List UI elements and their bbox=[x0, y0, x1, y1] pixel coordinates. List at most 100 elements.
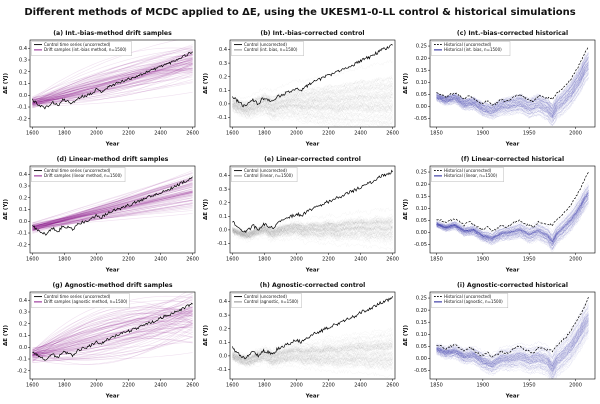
subplot-title: (h) Agnostic-corrected control bbox=[260, 282, 365, 289]
legend-label: Drift samples (int.-bias method, n=1500) bbox=[44, 47, 127, 52]
legend-label: Historical (int. bias, n=1500) bbox=[444, 47, 502, 52]
series-historical-uncorrected bbox=[436, 46, 589, 106]
legend: Historical (uncorrected)Historical (agno… bbox=[431, 293, 509, 309]
series-control-uncorrected bbox=[232, 296, 393, 360]
series-historical-uncorrected bbox=[436, 172, 589, 232]
svg-text:0.05: 0.05 bbox=[416, 92, 427, 98]
svg-text:2000: 2000 bbox=[90, 383, 103, 389]
svg-text:0.25: 0.25 bbox=[416, 44, 427, 50]
svg-text:2400: 2400 bbox=[354, 383, 367, 389]
y-axis-ticks: -0.1 0.0 0.1 0.2 0.3 0.4 bbox=[217, 299, 230, 373]
svg-text:2000: 2000 bbox=[290, 383, 303, 389]
subplot-title: (i) Agnostic-corrected historical bbox=[457, 282, 568, 289]
svg-text:0.20: 0.20 bbox=[416, 56, 427, 62]
svg-text:0.3: 0.3 bbox=[19, 58, 27, 64]
svg-text:0.3: 0.3 bbox=[219, 313, 227, 319]
svg-text:2000: 2000 bbox=[90, 131, 103, 137]
svg-text:2200: 2200 bbox=[122, 383, 135, 389]
svg-text:1850: 1850 bbox=[430, 257, 443, 263]
y-axis-ticks: -0.2 -0.1 0.0 0.1 0.2 0.3 0.4 bbox=[17, 46, 30, 122]
subplot-canvas: (f) Linear-corrected historical Year ΔE (Y… bbox=[403, 156, 596, 274]
svg-text:1600: 1600 bbox=[226, 383, 239, 389]
svg-text:0.4: 0.4 bbox=[219, 299, 227, 305]
svg-text:2600: 2600 bbox=[386, 257, 399, 263]
svg-text:0.2: 0.2 bbox=[219, 326, 227, 332]
x-axis-label: Year bbox=[505, 268, 520, 274]
y-axis-label: ΔE (YJ) bbox=[3, 73, 9, 94]
svg-text:-0.1: -0.1 bbox=[17, 105, 27, 111]
subplot-grid: (a) Int.-bias-method drift samples Year ΔE… bbox=[0, 26, 600, 404]
svg-text:-0.1: -0.1 bbox=[217, 115, 227, 121]
svg-text:0.1: 0.1 bbox=[219, 340, 227, 346]
svg-text:1800: 1800 bbox=[58, 257, 71, 263]
series-corrected-control bbox=[232, 207, 393, 251]
axes-frame bbox=[429, 291, 596, 380]
y-axis-label: ΔE (YJ) bbox=[403, 199, 409, 220]
x-axis-label: Year bbox=[305, 142, 320, 148]
legend-label: Drift samples (agnostic method, n=1500) bbox=[44, 299, 128, 304]
x-axis-ticks: 1600 1800 2000 2200 2400 2600 bbox=[226, 127, 399, 137]
legend-label: Control (linear, n=1500) bbox=[244, 173, 293, 178]
x-axis-ticks: 1600 1800 2000 2200 2400 2600 bbox=[26, 253, 199, 263]
legend-label: Control time series (uncorrected) bbox=[44, 294, 111, 299]
svg-text:0.4: 0.4 bbox=[219, 47, 227, 53]
svg-text:0.4: 0.4 bbox=[19, 172, 27, 178]
svg-text:-0.1: -0.1 bbox=[217, 241, 227, 247]
series-control-uncorrected bbox=[32, 176, 193, 236]
plot-area bbox=[436, 46, 589, 127]
svg-text:0.05: 0.05 bbox=[416, 344, 427, 350]
x-axis-label: Year bbox=[305, 268, 320, 274]
legend-label: Control (uncorrected) bbox=[244, 168, 287, 173]
series-control-uncorrected bbox=[232, 169, 393, 234]
legend-box bbox=[31, 167, 126, 183]
svg-text:0.00: 0.00 bbox=[416, 356, 427, 362]
y-axis-label: ΔE (YJ) bbox=[203, 325, 209, 346]
svg-text:-0.05: -0.05 bbox=[414, 368, 427, 374]
x-axis-ticks: 1600 1800 2000 2200 2400 2600 bbox=[26, 379, 199, 389]
svg-text:0.2: 0.2 bbox=[19, 195, 27, 201]
svg-text:2000: 2000 bbox=[569, 257, 582, 263]
svg-text:0.1: 0.1 bbox=[219, 88, 227, 94]
svg-text:0.2: 0.2 bbox=[219, 200, 227, 206]
svg-text:0.0: 0.0 bbox=[19, 219, 27, 225]
legend-box bbox=[431, 41, 511, 57]
legend-label: Historical (linear, n=1500) bbox=[444, 173, 497, 178]
svg-text:0.1: 0.1 bbox=[19, 207, 27, 213]
y-axis-ticks: -0.05 0.00 0.05 0.10 0.15 0.20 0.25 bbox=[414, 44, 430, 122]
plot-area bbox=[32, 40, 193, 110]
svg-text:1600: 1600 bbox=[26, 131, 39, 137]
series-drift-samples bbox=[32, 292, 193, 365]
x-axis-label: Year bbox=[105, 268, 120, 274]
series-control-uncorrected bbox=[32, 51, 193, 110]
svg-text:2400: 2400 bbox=[354, 131, 367, 137]
legend: Historical (uncorrected)Historical (line… bbox=[431, 167, 504, 183]
x-axis-ticks: 1850 1900 1950 2000 bbox=[430, 253, 582, 263]
legend: Control time series (uncorrected)Drift s… bbox=[31, 41, 132, 57]
legend: Historical (uncorrected)Historical (int.… bbox=[431, 41, 511, 57]
legend: Control (uncorrected)Control (int. bias,… bbox=[231, 41, 304, 57]
subplot-canvas: (b) Int.-bias-corrected control Year ΔE (Y… bbox=[203, 30, 399, 148]
svg-text:-0.1: -0.1 bbox=[17, 357, 27, 363]
svg-text:0.0: 0.0 bbox=[219, 354, 227, 360]
subplot-canvas: (d) Linear-method drift samples Year ΔE (Y… bbox=[3, 156, 199, 274]
svg-text:-0.05: -0.05 bbox=[414, 242, 427, 248]
svg-text:0.25: 0.25 bbox=[416, 296, 427, 302]
subplot-a: (a) Int.-bias-method drift samples Year ΔE… bbox=[0, 26, 200, 152]
x-axis-ticks: 1850 1900 1950 2000 bbox=[430, 379, 582, 389]
svg-text:0.4: 0.4 bbox=[19, 46, 27, 52]
subplot-canvas: (e) Linear-corrected control Year ΔE (YJ) 1… bbox=[203, 156, 399, 274]
svg-text:2600: 2600 bbox=[386, 383, 399, 389]
svg-text:1800: 1800 bbox=[58, 131, 71, 137]
svg-text:0.0: 0.0 bbox=[219, 228, 227, 234]
x-axis-ticks: 1850 1900 1950 2000 bbox=[430, 127, 582, 137]
legend: Control (uncorrected)Control (linear, n=… bbox=[231, 167, 298, 183]
svg-text:2200: 2200 bbox=[322, 131, 335, 137]
svg-text:2600: 2600 bbox=[186, 131, 199, 137]
axes-frame bbox=[29, 165, 196, 254]
subplot-canvas: (g) Agnostic-method drift samples Year ΔE … bbox=[3, 282, 199, 400]
legend-label: Control (int. bias, n=1500) bbox=[244, 47, 298, 52]
svg-text:0.15: 0.15 bbox=[416, 68, 427, 74]
svg-text:0.2: 0.2 bbox=[19, 321, 27, 327]
legend-label: Historical (uncorrected) bbox=[444, 294, 492, 299]
legend-label: Historical (uncorrected) bbox=[444, 168, 492, 173]
